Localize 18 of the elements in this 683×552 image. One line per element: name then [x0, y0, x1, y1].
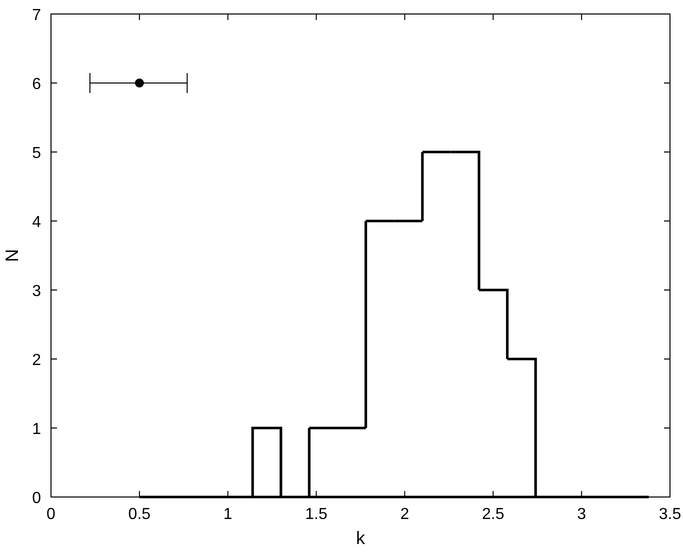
y-axis-title: N — [2, 249, 22, 262]
y-tick-label: 7 — [32, 7, 42, 24]
x-tick-label: 3 — [577, 506, 586, 523]
y-tick-label: 5 — [32, 145, 42, 162]
x-axis-title: k — [356, 528, 366, 548]
x-tick-label: 2.5 — [482, 506, 504, 523]
y-tick-label: 6 — [32, 76, 42, 93]
y-tick-label: 2 — [32, 352, 42, 369]
x-tick-label: 1 — [223, 506, 232, 523]
y-tick-label: 1 — [32, 421, 42, 438]
x-tick-label: 0 — [46, 506, 56, 523]
x-tick-label: 1.5 — [305, 506, 328, 523]
y-tick-label: 0 — [32, 490, 42, 507]
y-tick-label: 4 — [32, 214, 42, 231]
x-tick-label: 0.5 — [128, 506, 151, 523]
x-tick-label: 3.5 — [658, 506, 682, 523]
y-tick-label: 3 — [32, 283, 42, 300]
x-tick-label: 2 — [400, 506, 410, 523]
